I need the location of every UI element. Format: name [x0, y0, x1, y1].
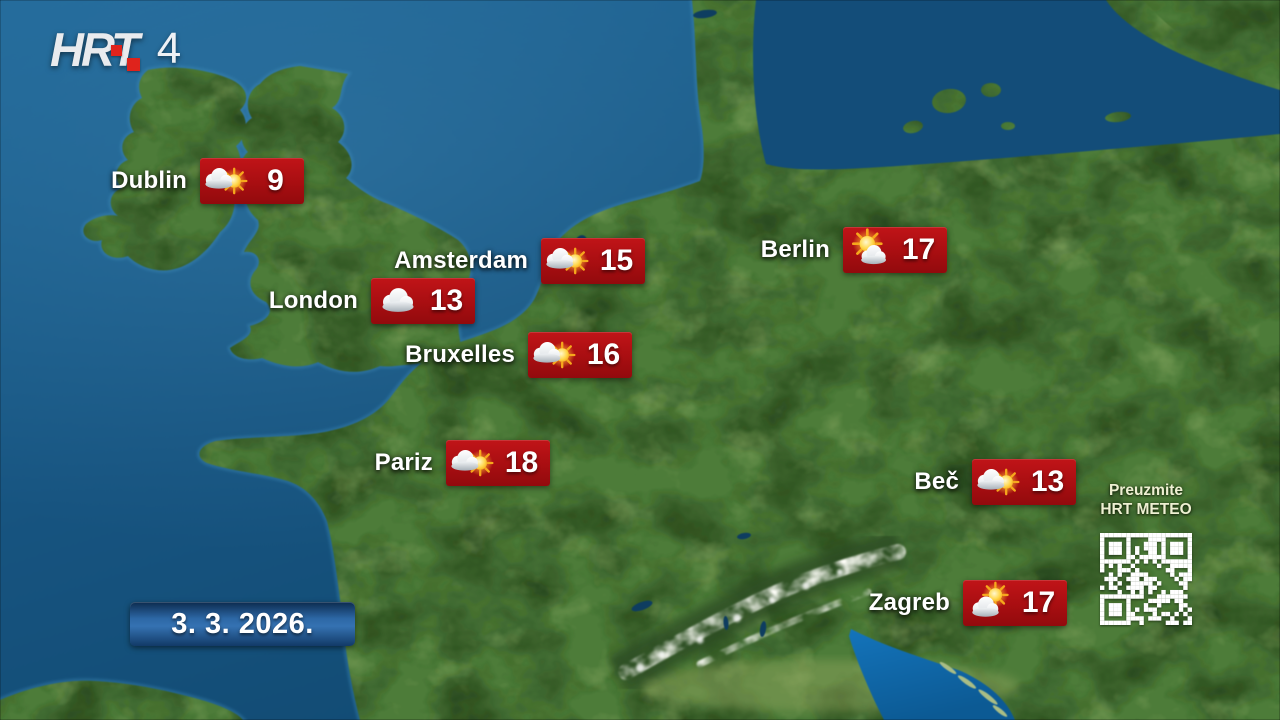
- promo-line1: Preuzmite: [1108, 482, 1184, 499]
- temperature-value: 17: [1021, 586, 1056, 619]
- channel-bug: HRT 4: [50, 23, 182, 76]
- hrt-meteo-promo: Preuzmite HRT METEO: [1090, 482, 1202, 625]
- temperature-value: 17: [901, 233, 936, 266]
- temperature-badge: 16: [528, 332, 632, 378]
- city-weather-marker: London: [269, 278, 475, 324]
- temperature-badge: 15: [541, 238, 645, 284]
- channel-number: 4: [156, 24, 182, 73]
- temperature-value: 18: [504, 446, 539, 479]
- city-name-label: Zagreb: [868, 589, 950, 616]
- city-name-label: Beč: [914, 468, 959, 495]
- sun-over-cloud-icon: [972, 581, 1010, 617]
- cloud-sun-icon: [533, 341, 576, 369]
- weather-icon: [528, 332, 582, 378]
- weather-icon: [963, 580, 1017, 626]
- city-weather-marker: Beč: [914, 459, 1076, 505]
- city-name-label: Amsterdam: [394, 247, 528, 274]
- logo-red-square-icon: [127, 58, 140, 71]
- city-name-label: London: [268, 287, 358, 314]
- sun-cloud-icon: [851, 228, 887, 265]
- temperature-value: 16: [586, 338, 621, 371]
- hrt-logo-text: HRT: [50, 23, 140, 76]
- cloud-sun-icon: [546, 247, 589, 275]
- temperature-value: 13: [429, 284, 464, 317]
- temperature-badge: 17: [963, 580, 1067, 626]
- logo-red-square-icon: [111, 45, 122, 56]
- city-name-label: Bruxelles: [405, 341, 515, 368]
- city-weather-marker: Bruxelles: [405, 332, 632, 378]
- temperature-value: 13: [1030, 465, 1065, 498]
- date-text: 3. 3. 2026.: [171, 607, 314, 640]
- temperature-badge: 18: [446, 440, 550, 486]
- weather-icon: [200, 158, 254, 204]
- temperature-badge: 9: [200, 158, 304, 204]
- city-weather-marker: Zagreb: [869, 580, 1067, 626]
- city-name-label: Berlin: [760, 236, 830, 263]
- qr-code: [1100, 533, 1192, 625]
- promo-line2: HRT METEO: [1100, 500, 1192, 518]
- city-weather-marker: Berlin: [761, 227, 947, 273]
- city-weather-marker: Amsterdam: [394, 238, 645, 284]
- cloud-sun-icon: [977, 468, 1020, 496]
- qr-code-box: [1100, 533, 1192, 625]
- temperature-badge: 13: [371, 278, 475, 324]
- temperature-value: 9: [267, 164, 284, 197]
- weather-icon: [843, 227, 897, 273]
- city-name-label: Dublin: [111, 167, 187, 194]
- city-weather-marker: Pariz: [375, 440, 550, 486]
- weather-icon: [972, 459, 1026, 505]
- weather-icon: [446, 440, 500, 486]
- city-name-label: Pariz: [374, 449, 433, 476]
- date-badge: 3. 3. 2026.: [130, 602, 355, 646]
- temperature-badge: 13: [972, 459, 1076, 505]
- temperature-value: 15: [599, 244, 634, 277]
- hrt-logo: HRT: [50, 23, 140, 76]
- cloud-sun-icon: [451, 449, 494, 477]
- temperature-badge: 17: [843, 227, 947, 273]
- city-weather-marker: Dublin: [111, 158, 304, 204]
- cloud-sun-icon: [205, 167, 248, 195]
- weather-icon: [541, 238, 595, 284]
- cloud-icon: [382, 288, 414, 312]
- weather-icon: [371, 278, 425, 324]
